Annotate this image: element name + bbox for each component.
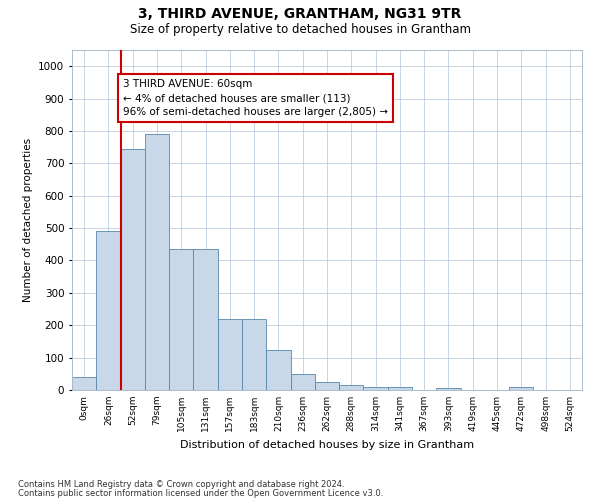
Bar	[145, 134, 169, 390]
Text: 3, THIRD AVENUE, GRANTHAM, NG31 9TR: 3, THIRD AVENUE, GRANTHAM, NG31 9TR	[139, 8, 461, 22]
Bar	[290, 374, 315, 390]
Bar	[364, 387, 388, 390]
Bar	[169, 249, 193, 390]
Bar	[509, 387, 533, 390]
Bar	[315, 382, 339, 390]
Text: Contains public sector information licensed under the Open Government Licence v3: Contains public sector information licen…	[18, 488, 383, 498]
Bar	[96, 232, 121, 390]
Bar	[388, 387, 412, 390]
Bar	[436, 388, 461, 390]
Bar	[193, 249, 218, 390]
Bar	[242, 319, 266, 390]
Text: 3 THIRD AVENUE: 60sqm
← 4% of detached houses are smaller (113)
96% of semi-deta: 3 THIRD AVENUE: 60sqm ← 4% of detached h…	[123, 79, 388, 117]
Bar	[266, 350, 290, 390]
Bar	[339, 385, 364, 390]
Bar	[121, 149, 145, 390]
Text: Contains HM Land Registry data © Crown copyright and database right 2024.: Contains HM Land Registry data © Crown c…	[18, 480, 344, 489]
Bar	[218, 319, 242, 390]
X-axis label: Distribution of detached houses by size in Grantham: Distribution of detached houses by size …	[180, 440, 474, 450]
Text: Size of property relative to detached houses in Grantham: Size of property relative to detached ho…	[130, 22, 470, 36]
Bar	[72, 377, 96, 390]
Y-axis label: Number of detached properties: Number of detached properties	[23, 138, 32, 302]
